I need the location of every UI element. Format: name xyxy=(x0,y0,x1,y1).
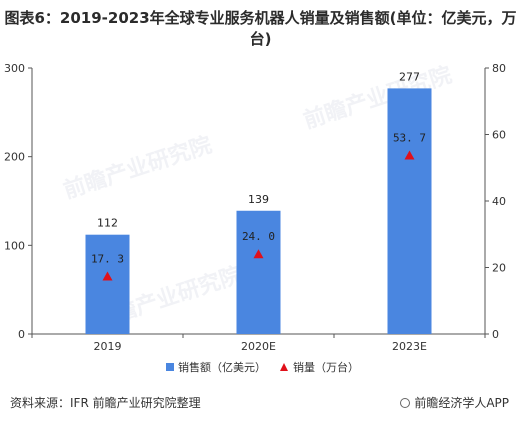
marker-2020E xyxy=(253,249,264,259)
legend-bar-label: 销售额（亿美元） xyxy=(178,360,266,374)
bar-2020E xyxy=(236,210,281,334)
markers xyxy=(102,150,415,281)
bar-value-label: 139 xyxy=(248,193,269,206)
brand-text: 前瞻经济学人APP xyxy=(414,396,509,410)
y-right-tick-label: 20 xyxy=(492,262,506,275)
marker-value-label: 24. 0 xyxy=(242,230,275,243)
brand-logo-icon xyxy=(400,397,411,408)
legend-bar-swatch xyxy=(166,363,174,371)
data-labels: 112 139 277 17. 3 24. 0 53. 7 xyxy=(91,70,426,265)
legend: 销售额（亿美元） 销量（万台） xyxy=(166,360,359,374)
x-tick-label: 2019 xyxy=(94,340,122,353)
x-tick-label: 2020E xyxy=(241,340,276,353)
marker-value-label: 17. 3 xyxy=(91,252,124,265)
y-left-tick-label: 100 xyxy=(4,239,25,252)
y-right-tick-label: 40 xyxy=(492,195,506,208)
marker-value-label: 53. 7 xyxy=(393,131,426,144)
legend-marker-label: 销量（万台） xyxy=(293,360,359,374)
marker-2023E xyxy=(404,150,415,160)
legend-marker-swatch xyxy=(280,363,288,371)
bars xyxy=(85,88,432,334)
bar-2019 xyxy=(85,234,130,334)
y-left-tick-label: 200 xyxy=(4,151,25,164)
y-left-tick-label: 0 xyxy=(18,328,25,341)
bar-value-label: 277 xyxy=(399,70,420,83)
y-right-tick-label: 80 xyxy=(492,62,506,75)
chart-title: 图表6：2019-2023年全球专业服务机器人销量及销售额(单位：亿美元，万台) xyxy=(4,9,517,48)
bar-value-label: 112 xyxy=(97,217,118,230)
y-left-tick-label: 300 xyxy=(4,62,25,75)
y-right-tick-label: 60 xyxy=(492,129,506,142)
bar-2023E xyxy=(387,88,432,334)
y-right-tick-label: 0 xyxy=(492,328,499,341)
source-note: 资料来源：IFR 前瞻产业研究院整理 xyxy=(10,396,201,410)
x-tick-label: 2023E xyxy=(392,340,427,353)
marker-2019 xyxy=(102,271,113,281)
brand-credit: 前瞻经济学人APP xyxy=(400,394,509,411)
